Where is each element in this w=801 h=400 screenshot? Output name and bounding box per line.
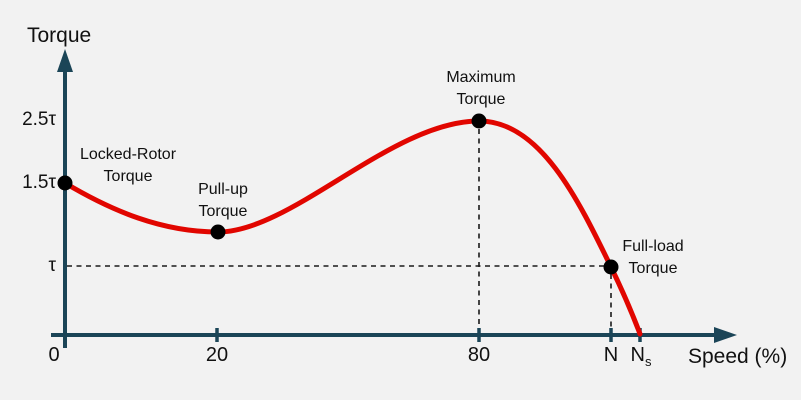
- annotation-maximum-torque: Maximum Torque: [446, 67, 515, 111]
- annotation-line: Torque: [198, 203, 248, 220]
- x-tick-label-ns: Ns: [631, 345, 652, 372]
- x-tick-label-ns-subscript: s: [644, 354, 652, 369]
- y-tick-label-1-5tau: 1.5τ: [22, 172, 56, 193]
- guide-lines: [67, 129, 612, 333]
- x-axis-title: Speed (%): [688, 345, 788, 368]
- x-tick-label-0: 0: [48, 344, 60, 366]
- y-axis-title: Torque: [27, 24, 92, 47]
- annotation-line: Pull-up: [198, 181, 248, 198]
- key-point-dot: [471, 113, 487, 129]
- y-axis-arrowhead: [57, 49, 73, 72]
- axes: [51, 49, 737, 348]
- key-point-dot: [603, 259, 619, 275]
- annotation-line: Torque: [103, 168, 153, 185]
- annotation-locked-rotor-torque: Locked-Rotor Torque: [80, 144, 176, 188]
- x-tick-label-80: 80: [467, 344, 491, 366]
- key-point-dot: [57, 175, 73, 191]
- annotation-pull-up-torque: Pull-up Torque: [198, 179, 248, 223]
- x-tick-label-n: N: [603, 344, 619, 366]
- key-point-dot: [210, 224, 226, 240]
- x-tick-label-20: 20: [205, 344, 229, 366]
- y-tick-label-tau: τ: [48, 255, 56, 276]
- annotation-line: Torque: [628, 260, 678, 277]
- x-axis-arrowhead: [714, 327, 737, 343]
- x-tick-label-ns-main: N: [630, 344, 645, 366]
- annotation-line: Maximum: [446, 69, 516, 86]
- annotation-line: Full-load: [622, 238, 684, 255]
- annotation-line: Torque: [456, 91, 506, 108]
- annotation-line: Locked-Rotor: [79, 146, 177, 163]
- annotation-full-load-torque: Full-load Torque: [622, 236, 683, 280]
- y-tick-label-2-5tau: 2.5τ: [22, 109, 56, 130]
- key-point-dots: [57, 113, 619, 275]
